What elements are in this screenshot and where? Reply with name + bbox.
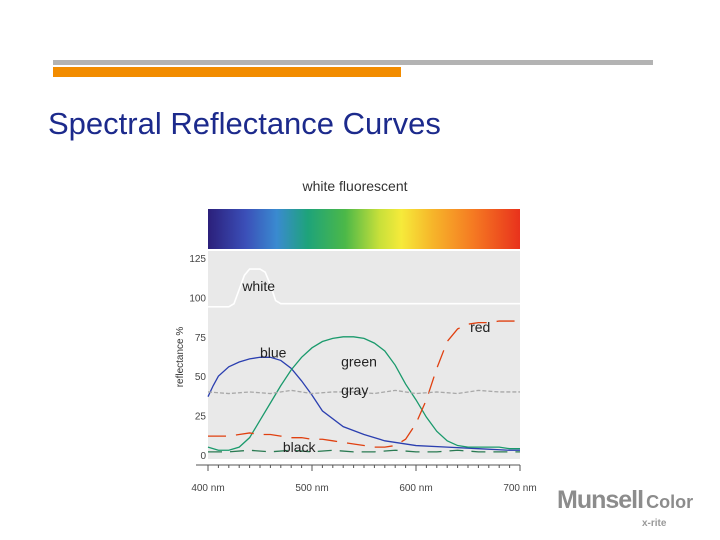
y-axis-title: reflectance % [175, 327, 186, 388]
y-tick-label: 25 [195, 412, 207, 423]
series-line-white [208, 268, 520, 308]
series-label-gray: gray [341, 382, 368, 398]
y-tick-label: 0 [200, 451, 206, 462]
x-tick-label: 600 nm [399, 483, 432, 494]
series-line-green [207, 336, 520, 451]
y-tick-label: 100 [189, 293, 206, 304]
x-tick-label: 500 nm [295, 483, 328, 494]
series-label-blue: blue [260, 344, 287, 360]
series-label-red: red [470, 319, 490, 335]
series-label-white: white [241, 278, 275, 294]
chart-title: white fluorescent [301, 178, 407, 194]
series-line-blue [207, 356, 520, 451]
slide-title: Spectral Reflectance Curves [48, 106, 441, 141]
x-tick-label: 700 nm [503, 483, 536, 494]
xrite-logo-text: x-rite [642, 518, 667, 529]
series-line-red [208, 320, 520, 448]
x-tick-label: 400 nm [191, 483, 224, 494]
logo-main-text: Munsell [557, 486, 644, 514]
series-label-black: black [283, 439, 317, 455]
y-tick-label: 125 [189, 254, 206, 265]
spectrum-bar [208, 209, 520, 249]
y-tick-label: 50 [195, 372, 207, 383]
series-line-gray [207, 389, 520, 395]
top-rule-gray [53, 60, 653, 65]
y-tick-label: 75 [195, 333, 207, 344]
series-line-black [208, 449, 520, 453]
plot-area [208, 251, 520, 459]
munsell-color-logo: Munsell Color [557, 486, 693, 515]
series-label-green: green [341, 354, 377, 370]
top-rule-orange [53, 67, 401, 77]
logo-sub-text: Color [646, 492, 694, 512]
